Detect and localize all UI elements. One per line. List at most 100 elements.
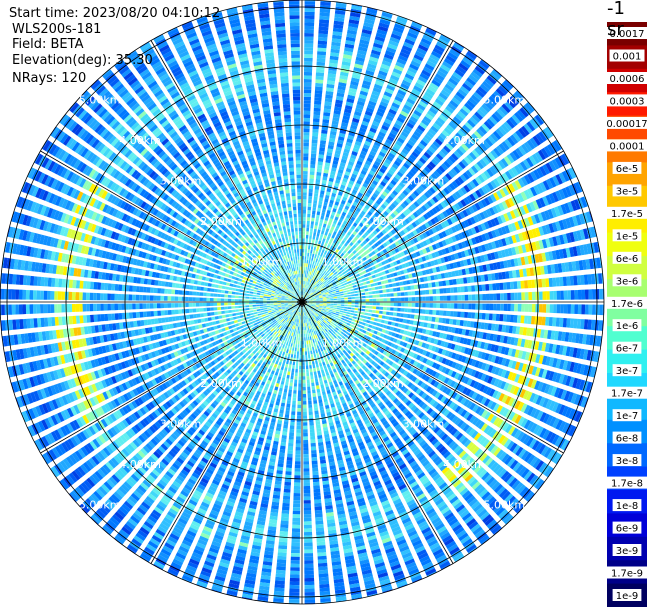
sector-gate	[379, 256, 384, 262]
sector-gate	[329, 174, 335, 179]
sector-gate	[360, 124, 368, 130]
sector-gate	[443, 187, 450, 195]
sector-gate	[343, 266, 348, 271]
sector-gate	[426, 163, 434, 171]
sector-gate	[373, 176, 380, 183]
sector-gate	[305, 238, 309, 243]
sector-gate	[445, 158, 454, 166]
sector-gate	[329, 237, 334, 242]
sector-gate	[404, 125, 413, 132]
sector-gate	[416, 174, 424, 181]
sector-gate	[384, 158, 392, 165]
sector-gate	[364, 179, 370, 185]
sector-gate	[463, 140, 472, 149]
sector-gate	[344, 297, 348, 300]
sector-gate	[335, 197, 341, 203]
sector-gate	[395, 207, 402, 214]
sector-gate	[308, 414, 314, 419]
sector-gate	[302, 291, 303, 295]
sector-gate	[442, 280, 447, 286]
sector-gate	[319, 406, 324, 411]
sector-gate	[466, 77, 477, 86]
sector-gate	[347, 198, 353, 204]
sector-gate	[529, 119, 539, 130]
sector-gate	[305, 281, 308, 285]
sector-gate	[347, 254, 352, 259]
sector-gate	[304, 25, 314, 30]
sector-gate	[478, 125, 488, 135]
sector-gate	[414, 308, 419, 314]
sector-gate	[358, 264, 363, 268]
sector-gate	[496, 108, 506, 118]
sector-gate	[359, 272, 364, 276]
sector-gate	[348, 236, 353, 242]
sector-gate	[321, 256, 325, 261]
sector-gate	[392, 210, 399, 216]
sector-gate	[514, 303, 518, 312]
sector-gate	[399, 281, 404, 286]
sector-gate	[424, 222, 431, 229]
sector-gate	[321, 249, 325, 254]
sector-gate	[317, 207, 322, 212]
sector-gate	[366, 157, 374, 163]
sector-gate	[387, 135, 395, 142]
sector-gate	[317, 40, 328, 45]
sector-gate	[466, 99, 476, 109]
sector-gate	[303, 167, 308, 172]
sector-gate	[489, 293, 494, 301]
sector-gate	[364, 231, 369, 237]
sector-gate	[334, 227, 339, 233]
sector-gate	[376, 186, 383, 193]
sector-gate	[307, 383, 311, 387]
sector-gate	[313, 200, 318, 204]
sector-gate	[374, 282, 378, 286]
sector-gate	[422, 94, 432, 102]
sector-gate	[347, 304, 352, 307]
sector-gate	[331, 167, 337, 172]
sector-gate	[336, 241, 340, 246]
sector-gate	[351, 272, 356, 276]
sector-gate	[408, 94, 417, 102]
sector-gate	[452, 116, 462, 125]
sector-gate	[363, 315, 368, 319]
sector-gate	[419, 157, 427, 165]
sector-gate	[302, 284, 304, 288]
sector-gate	[324, 165, 330, 171]
sector-gate	[401, 302, 405, 307]
sector-gate	[306, 259, 309, 264]
sector-gate	[381, 285, 386, 289]
sector-gate	[325, 91, 334, 96]
sector-gate	[357, 268, 362, 273]
sector-gate	[383, 307, 387, 311]
sector-gate	[425, 230, 431, 237]
sector-gate	[349, 12, 361, 18]
sector-gate	[331, 263, 335, 268]
sector-gate	[337, 85, 346, 91]
sector-gate	[318, 359, 322, 364]
sector-gate	[366, 189, 373, 195]
sector-gate	[395, 317, 400, 322]
sector-gate	[326, 187, 332, 193]
sector-gate	[399, 151, 407, 158]
sector-gate	[489, 303, 494, 311]
sector-gate	[365, 70, 375, 76]
sector-gate	[412, 237, 419, 244]
sector-gate	[349, 241, 354, 247]
sector-gate	[420, 37, 432, 46]
sector-gate	[512, 132, 522, 142]
sector-gate	[411, 303, 416, 307]
sector-gate	[325, 213, 330, 218]
sector-gate	[321, 278, 325, 282]
sector-gate	[326, 155, 332, 160]
sector-gate	[396, 312, 401, 317]
sector-gate	[356, 53, 366, 59]
sector-gate	[419, 139, 428, 147]
sector-gate	[315, 79, 324, 84]
sector-gate	[306, 270, 309, 275]
sector-gate	[311, 450, 317, 454]
sector-gate	[312, 396, 317, 401]
sector-gate	[446, 197, 453, 205]
sector-gate	[330, 52, 340, 57]
sector-gate	[304, 43, 314, 48]
sector-gate	[311, 239, 315, 243]
